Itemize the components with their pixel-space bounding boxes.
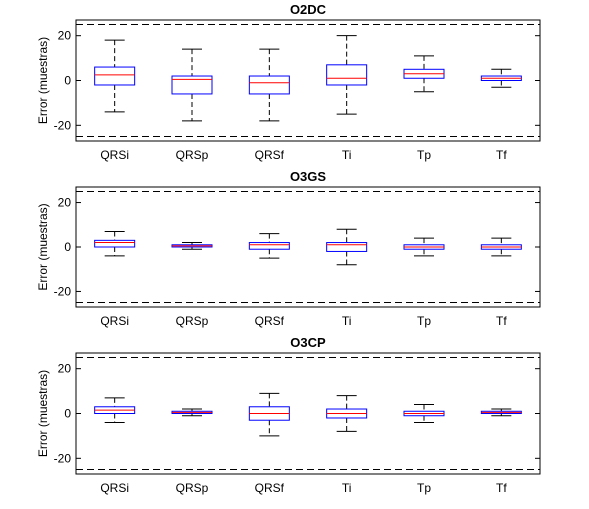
y-axis-label: Error (muestras) — [36, 203, 50, 290]
box-tp: Tp — [403, 404, 445, 495]
x-tick-label: QRSi — [100, 314, 129, 328]
y-tick-label: 20 — [58, 29, 72, 43]
box-qrsf: QRSf — [248, 392, 290, 495]
panel-o2dc: O2DC Error (muestras) 20 0 -20 QRSi QRSp QRSf Ti… — [36, 2, 541, 162]
box-tp: Tp — [403, 237, 445, 328]
x-tick-label: QRSf — [255, 481, 285, 495]
box-qrsf: QRSf — [248, 233, 290, 328]
x-tick-label: Ti — [342, 314, 352, 328]
x-tick-label: Tf — [496, 148, 507, 162]
box-qrsp: QRSp — [171, 242, 213, 328]
panel-o3gs: O3GS Error (muestras) 20 0 -20 QRSi QRSp QRSf Ti… — [36, 169, 541, 328]
x-tick-label: QRSp — [176, 481, 209, 495]
box-tf: Tf — [480, 237, 522, 328]
x-tick-label: Tf — [496, 481, 507, 495]
y-tick-label: 0 — [64, 240, 71, 254]
chart-title: O3GS — [290, 169, 326, 184]
x-tick-label: QRSp — [176, 148, 209, 162]
y-tick-label: 20 — [58, 196, 72, 210]
x-tick-label: QRSp — [176, 314, 209, 328]
box-iqr — [248, 75, 290, 95]
x-tick-label: Tf — [496, 314, 507, 328]
box-tf: Tf — [480, 68, 522, 162]
x-tick-label: Tp — [417, 314, 431, 328]
axes-frame — [75, 186, 541, 308]
axes-frame — [75, 19, 541, 142]
axes-frame — [75, 352, 541, 475]
box-iqr — [94, 66, 136, 86]
box-qrsp: QRSp — [171, 48, 213, 162]
y-tick-label: -20 — [54, 284, 72, 298]
x-tick-label: QRSi — [100, 148, 129, 162]
x-tick-label: Ti — [342, 148, 352, 162]
x-tick-label: Tp — [417, 148, 431, 162]
box-iqr — [326, 242, 368, 252]
x-tick-label: QRSf — [255, 148, 285, 162]
box-qrsf: QRSf — [248, 48, 290, 162]
box-iqr — [326, 64, 368, 86]
x-tick-label: Tp — [417, 481, 431, 495]
box-tp: Tp — [403, 55, 445, 162]
box-ti: Ti — [326, 395, 368, 495]
y-axis-label: Error (muestras) — [36, 370, 50, 457]
box-iqr — [248, 242, 290, 250]
y-tick-label: 20 — [58, 362, 72, 376]
box-qrsi: QRSi — [94, 397, 136, 495]
box-qrsi: QRSi — [94, 39, 136, 162]
chart-title: O3CP — [290, 335, 326, 350]
y-tick-label: 0 — [64, 407, 71, 421]
box-qrsp: QRSp — [171, 408, 213, 495]
y-tick-label: 0 — [64, 74, 71, 88]
box-iqr — [94, 239, 136, 248]
chart-title: O2DC — [290, 2, 327, 17]
x-tick-label: QRSf — [255, 314, 285, 328]
box-iqr — [171, 75, 213, 95]
box-qrsi: QRSi — [94, 230, 136, 328]
y-axis-label: Error (muestras) — [36, 37, 50, 124]
y-tick-label: -20 — [54, 451, 72, 465]
box-tf: Tf — [480, 408, 522, 495]
x-tick-label: Ti — [342, 481, 352, 495]
y-tick-label: -20 — [54, 118, 72, 132]
panel-o3cp: O3CP Error (muestras) 20 0 -20 QRSi QRSp QRSf Ti… — [36, 335, 541, 495]
x-tick-label: QRSi — [100, 481, 129, 495]
box-ti: Ti — [326, 35, 368, 162]
box-ti: Ti — [326, 228, 368, 328]
